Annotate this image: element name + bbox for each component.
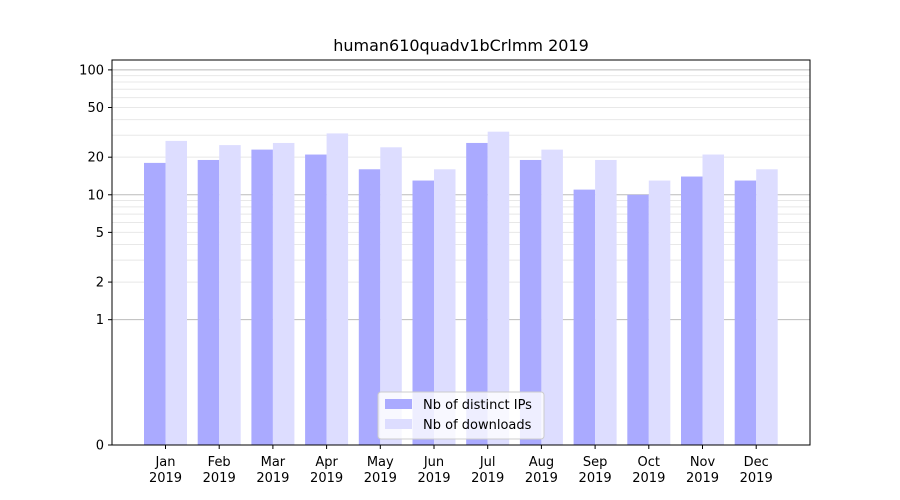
bar-downloads-11 <box>756 169 778 445</box>
legend-swatch <box>385 399 412 409</box>
x-tick-label: 2019 <box>203 471 236 486</box>
bar-distinct-ips-0 <box>144 162 166 445</box>
x-tick-label: 2019 <box>579 471 612 486</box>
legend-label: Nb of distinct IPs <box>423 398 532 413</box>
chart-title: human610quadv1bCrlmm 2019 <box>333 36 589 55</box>
x-tick-label: Feb <box>208 455 231 470</box>
x-axis: Jan2019Feb2019Mar2019Apr2019May2019Jun20… <box>149 445 773 486</box>
bar-downloads-7 <box>541 149 563 446</box>
bar-downloads-6 <box>487 131 510 445</box>
x-tick-label: Mar <box>261 455 286 470</box>
bar-downloads-2 <box>272 142 295 445</box>
bar-distinct-ips-1 <box>197 159 220 445</box>
x-tick-label: Dec <box>744 455 769 470</box>
x-tick-label: 2019 <box>256 471 289 486</box>
y-axis: 0 1 2 5 10 20 50 100 <box>79 63 112 454</box>
y-tick-label: 0 <box>96 439 104 454</box>
bar-downloads-8 <box>595 159 617 445</box>
bar-distinct-ips-4 <box>358 169 381 445</box>
bar-distinct-ips-8 <box>573 189 596 445</box>
x-tick-label: Jun <box>423 455 444 470</box>
y-tick-label: 1 <box>96 313 104 328</box>
legend: Nb of distinct IPs Nb of downloads <box>377 391 545 440</box>
x-tick-label: Aug <box>529 455 554 470</box>
bar-downloads-9 <box>648 180 671 445</box>
bar-distinct-ips-2 <box>251 149 273 446</box>
bar-distinct-ips-11 <box>734 180 757 445</box>
legend-swatch <box>385 419 412 429</box>
bar-downloads-1 <box>219 145 241 445</box>
x-tick-label: Nov <box>690 455 716 470</box>
bar-distinct-ips-5 <box>412 180 434 445</box>
y-tick-label: 10 <box>87 188 104 203</box>
bar-downloads-4 <box>380 147 402 445</box>
plot-frame <box>111 59 811 446</box>
x-tick-label: Jan <box>154 455 175 470</box>
x-tick-label: 2019 <box>525 471 558 486</box>
bar-distinct-ips-9 <box>627 194 649 445</box>
bars <box>144 131 778 446</box>
x-tick-label: 2019 <box>471 471 504 486</box>
y-tick-label: 5 <box>96 226 104 241</box>
x-tick-label: 2019 <box>310 471 343 486</box>
x-tick-label: Oct <box>638 455 660 470</box>
x-tick-label: 2019 <box>686 471 719 486</box>
x-tick-label: Apr <box>315 455 338 470</box>
x-tick-label: 2019 <box>632 471 665 486</box>
bar-distinct-ips-6 <box>466 142 488 445</box>
x-tick-label: 2019 <box>364 471 397 486</box>
y-tick-label: 100 <box>79 63 104 78</box>
x-tick-label: 2019 <box>740 471 773 486</box>
y-tick-label: 20 <box>87 151 104 166</box>
bar-distinct-ips-3 <box>305 154 327 446</box>
legend-box <box>377 391 545 440</box>
x-tick-label: Sep <box>583 455 608 470</box>
bar-distinct-ips-10 <box>681 176 703 446</box>
bar-downloads-0 <box>165 140 187 445</box>
y-tick-label: 50 <box>87 101 104 116</box>
bar-distinct-ips-7 <box>519 159 542 445</box>
y-tick-label: 2 <box>96 276 104 291</box>
bar-downloads-3 <box>326 133 349 445</box>
legend-label: Nb of downloads <box>423 418 532 433</box>
x-tick-label: 2019 <box>149 471 182 486</box>
bar-downloads-5 <box>434 169 456 445</box>
bar-downloads-10 <box>702 154 724 446</box>
x-tick-label: 2019 <box>417 471 450 486</box>
x-tick-label: Jul <box>479 455 496 470</box>
x-tick-label: May <box>367 455 394 470</box>
